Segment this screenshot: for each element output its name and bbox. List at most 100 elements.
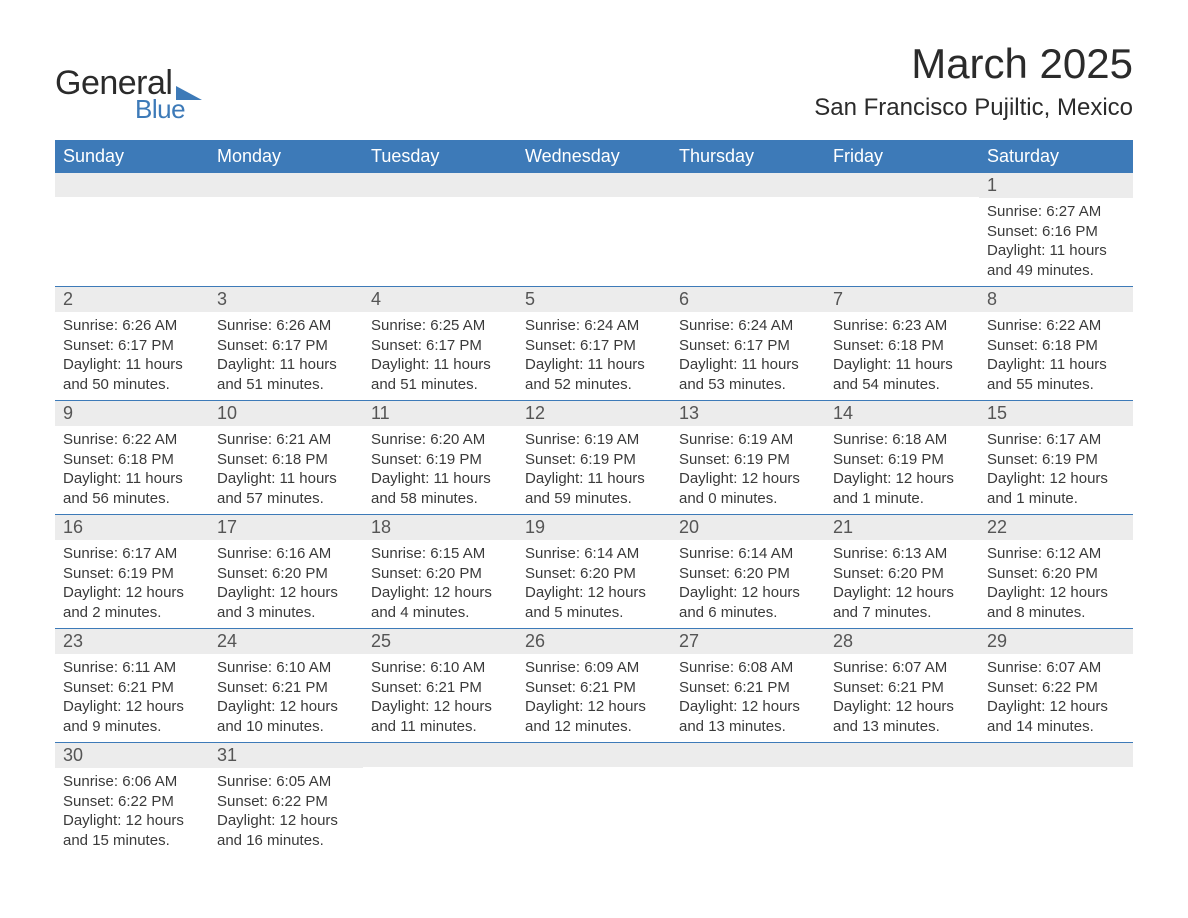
day-sunset: Sunset: 6:21 PM <box>63 678 201 698</box>
day-number <box>363 173 517 197</box>
day-sunset: Sunset: 6:20 PM <box>217 564 355 584</box>
day-cell: 7Sunrise: 6:23 AMSunset: 6:18 PMDaylight… <box>825 287 979 400</box>
day-number: 8 <box>979 287 1133 312</box>
day-sunset: Sunset: 6:22 PM <box>217 792 355 812</box>
day-sunset: Sunset: 6:20 PM <box>525 564 663 584</box>
week-row: 2Sunrise: 6:26 AMSunset: 6:17 PMDaylight… <box>55 287 1133 401</box>
day-daylight2: and 14 minutes. <box>987 717 1125 737</box>
day-cell: 13Sunrise: 6:19 AMSunset: 6:19 PMDayligh… <box>671 401 825 514</box>
day-daylight2: and 11 minutes. <box>371 717 509 737</box>
day-sunset: Sunset: 6:19 PM <box>679 450 817 470</box>
day-header: Wednesday <box>517 140 671 173</box>
day-number: 17 <box>209 515 363 540</box>
day-cell: 30Sunrise: 6:06 AMSunset: 6:22 PMDayligh… <box>55 743 209 856</box>
day-body: Sunrise: 6:25 AMSunset: 6:17 PMDaylight:… <box>363 312 517 400</box>
logo-text-blue: Blue <box>135 96 202 122</box>
day-number: 27 <box>671 629 825 654</box>
day-cell: 31Sunrise: 6:05 AMSunset: 6:22 PMDayligh… <box>209 743 363 856</box>
day-cell: 8Sunrise: 6:22 AMSunset: 6:18 PMDaylight… <box>979 287 1133 400</box>
day-cell <box>671 743 825 856</box>
day-sunrise: Sunrise: 6:25 AM <box>371 316 509 336</box>
day-daylight1: Daylight: 12 hours <box>679 469 817 489</box>
day-sunrise: Sunrise: 6:26 AM <box>217 316 355 336</box>
day-cell: 29Sunrise: 6:07 AMSunset: 6:22 PMDayligh… <box>979 629 1133 742</box>
day-daylight1: Daylight: 12 hours <box>833 697 971 717</box>
day-sunrise: Sunrise: 6:27 AM <box>987 202 1125 222</box>
day-daylight2: and 13 minutes. <box>679 717 817 737</box>
day-sunset: Sunset: 6:20 PM <box>679 564 817 584</box>
day-number: 9 <box>55 401 209 426</box>
day-daylight1: Daylight: 12 hours <box>217 811 355 831</box>
day-number: 19 <box>517 515 671 540</box>
day-sunrise: Sunrise: 6:26 AM <box>63 316 201 336</box>
day-body: Sunrise: 6:19 AMSunset: 6:19 PMDaylight:… <box>671 426 825 514</box>
day-cell: 16Sunrise: 6:17 AMSunset: 6:19 PMDayligh… <box>55 515 209 628</box>
day-daylight2: and 1 minute. <box>987 489 1125 509</box>
day-number <box>671 173 825 197</box>
day-daylight1: Daylight: 12 hours <box>63 583 201 603</box>
day-body: Sunrise: 6:27 AMSunset: 6:16 PMDaylight:… <box>979 198 1133 286</box>
day-sunrise: Sunrise: 6:09 AM <box>525 658 663 678</box>
day-daylight1: Daylight: 12 hours <box>833 469 971 489</box>
day-header: Sunday <box>55 140 209 173</box>
day-daylight2: and 10 minutes. <box>217 717 355 737</box>
day-body: Sunrise: 6:09 AMSunset: 6:21 PMDaylight:… <box>517 654 671 742</box>
day-cell: 4Sunrise: 6:25 AMSunset: 6:17 PMDaylight… <box>363 287 517 400</box>
day-sunrise: Sunrise: 6:17 AM <box>987 430 1125 450</box>
week-row: 30Sunrise: 6:06 AMSunset: 6:22 PMDayligh… <box>55 743 1133 856</box>
day-number <box>517 743 671 767</box>
day-number <box>671 743 825 767</box>
day-number: 30 <box>55 743 209 768</box>
day-cell <box>825 743 979 856</box>
day-sunrise: Sunrise: 6:19 AM <box>525 430 663 450</box>
day-sunset: Sunset: 6:19 PM <box>63 564 201 584</box>
day-daylight1: Daylight: 12 hours <box>525 697 663 717</box>
day-daylight1: Daylight: 11 hours <box>833 355 971 375</box>
day-body <box>55 197 209 277</box>
day-body <box>517 197 671 277</box>
day-sunrise: Sunrise: 6:12 AM <box>987 544 1125 564</box>
day-body <box>209 197 363 277</box>
day-sunset: Sunset: 6:20 PM <box>987 564 1125 584</box>
day-sunrise: Sunrise: 6:05 AM <box>217 772 355 792</box>
day-sunset: Sunset: 6:22 PM <box>987 678 1125 698</box>
day-cell: 12Sunrise: 6:19 AMSunset: 6:19 PMDayligh… <box>517 401 671 514</box>
day-body <box>671 197 825 277</box>
day-number: 12 <box>517 401 671 426</box>
day-body: Sunrise: 6:13 AMSunset: 6:20 PMDaylight:… <box>825 540 979 628</box>
day-body <box>671 767 825 847</box>
day-sunset: Sunset: 6:17 PM <box>679 336 817 356</box>
day-daylight2: and 51 minutes. <box>371 375 509 395</box>
day-sunset: Sunset: 6:19 PM <box>371 450 509 470</box>
day-body: Sunrise: 6:08 AMSunset: 6:21 PMDaylight:… <box>671 654 825 742</box>
day-number: 21 <box>825 515 979 540</box>
day-cell: 26Sunrise: 6:09 AMSunset: 6:21 PMDayligh… <box>517 629 671 742</box>
day-daylight1: Daylight: 11 hours <box>371 355 509 375</box>
day-cell: 18Sunrise: 6:15 AMSunset: 6:20 PMDayligh… <box>363 515 517 628</box>
day-number <box>209 173 363 197</box>
day-sunset: Sunset: 6:19 PM <box>525 450 663 470</box>
day-header: Thursday <box>671 140 825 173</box>
day-cell <box>671 173 825 286</box>
day-body <box>363 197 517 277</box>
day-body: Sunrise: 6:21 AMSunset: 6:18 PMDaylight:… <box>209 426 363 514</box>
day-number: 11 <box>363 401 517 426</box>
day-cell: 17Sunrise: 6:16 AMSunset: 6:20 PMDayligh… <box>209 515 363 628</box>
day-body: Sunrise: 6:07 AMSunset: 6:22 PMDaylight:… <box>979 654 1133 742</box>
day-body <box>825 767 979 847</box>
day-number: 3 <box>209 287 363 312</box>
day-body: Sunrise: 6:18 AMSunset: 6:19 PMDaylight:… <box>825 426 979 514</box>
day-daylight1: Daylight: 12 hours <box>987 583 1125 603</box>
day-daylight2: and 15 minutes. <box>63 831 201 851</box>
day-body: Sunrise: 6:26 AMSunset: 6:17 PMDaylight:… <box>209 312 363 400</box>
day-body: Sunrise: 6:22 AMSunset: 6:18 PMDaylight:… <box>55 426 209 514</box>
day-sunrise: Sunrise: 6:07 AM <box>833 658 971 678</box>
day-daylight2: and 52 minutes. <box>525 375 663 395</box>
day-number <box>825 173 979 197</box>
day-daylight1: Daylight: 12 hours <box>63 697 201 717</box>
day-header: Saturday <box>979 140 1133 173</box>
day-daylight2: and 0 minutes. <box>679 489 817 509</box>
day-number: 1 <box>979 173 1133 198</box>
day-body: Sunrise: 6:20 AMSunset: 6:19 PMDaylight:… <box>363 426 517 514</box>
day-daylight2: and 56 minutes. <box>63 489 201 509</box>
